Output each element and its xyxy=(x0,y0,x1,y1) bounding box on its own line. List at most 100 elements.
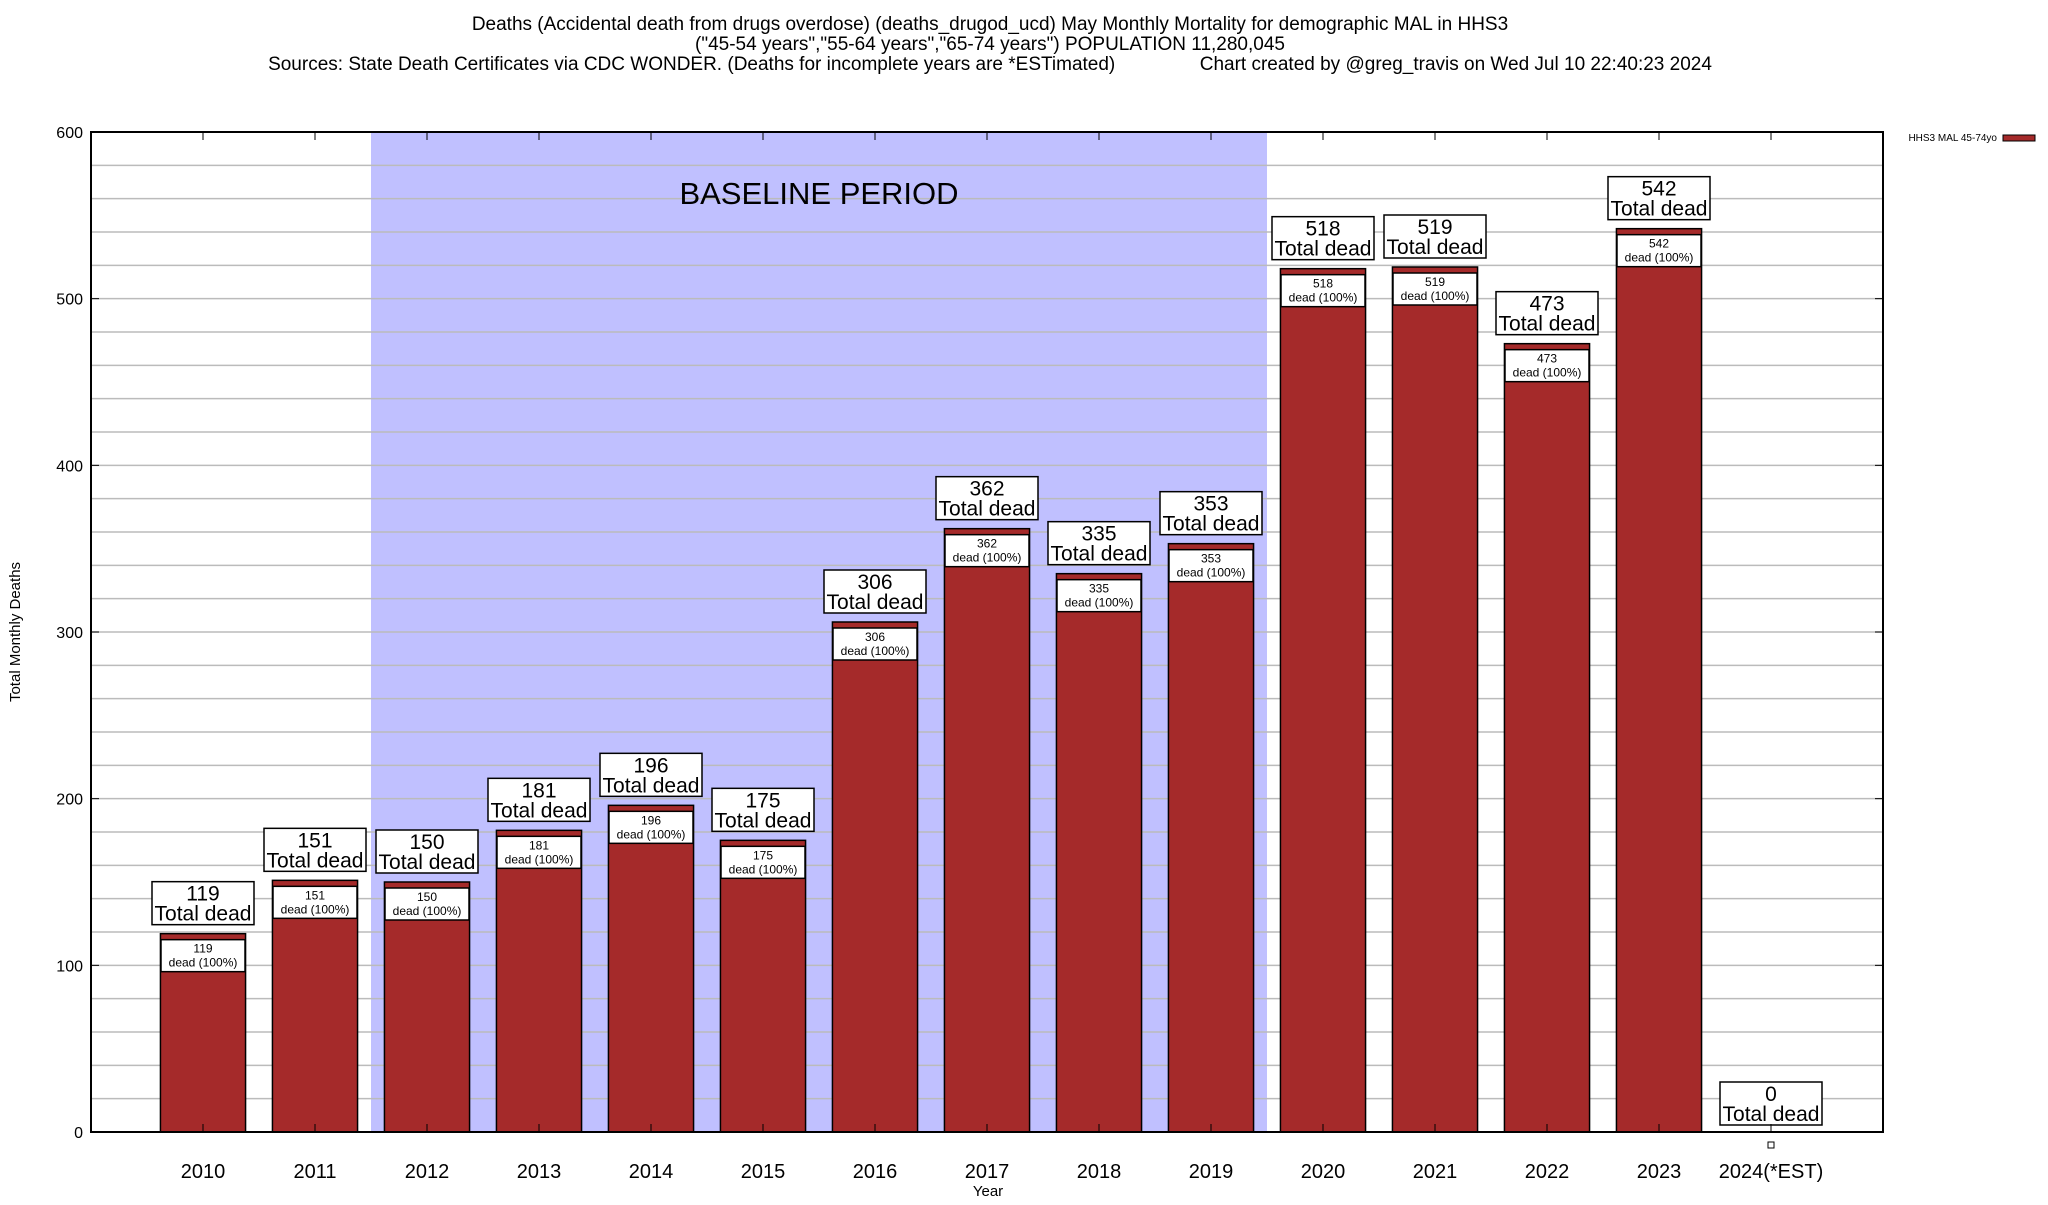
inner-label-text: dead (100%) xyxy=(505,852,574,866)
total-label-text: Total dead xyxy=(1611,198,1708,221)
inner-label-value: 151 xyxy=(305,888,325,902)
bar xyxy=(383,881,471,1133)
total-label-box xyxy=(935,475,1039,521)
total-label-box xyxy=(1047,520,1151,566)
total-label-text: Total dead xyxy=(491,799,588,822)
inner-label-box xyxy=(384,887,470,921)
total-label-text: Total dead xyxy=(1723,1103,1820,1126)
total-label-text: Total dead xyxy=(827,591,924,614)
x-tick-label: 2011 xyxy=(293,1161,336,1183)
inner-label-value: 181 xyxy=(529,838,549,852)
inner-label-box xyxy=(1504,348,1590,383)
total-label-value: 519 xyxy=(1417,216,1452,239)
x-tick-label: 2017 xyxy=(965,1161,1010,1183)
inner-label-value: 473 xyxy=(1537,352,1557,366)
inner-label-box xyxy=(1056,578,1142,613)
bar xyxy=(1167,542,1255,1133)
inner-label-text: dead (100%) xyxy=(617,827,686,841)
inner-label-box xyxy=(1616,233,1702,268)
total-label-box xyxy=(1383,214,1487,259)
x-tick-label: 2020 xyxy=(1301,1161,1346,1183)
total-label-text: Total dead xyxy=(1499,313,1596,336)
bar xyxy=(1615,227,1703,1133)
inner-label-text: dead (100%) xyxy=(953,551,1022,565)
inner-label-box xyxy=(608,810,694,845)
total-label-text: Total dead xyxy=(267,849,364,872)
bar xyxy=(1055,572,1143,1133)
inner-label-value: 335 xyxy=(1089,582,1109,596)
total-label-text: Total dead xyxy=(1051,543,1148,566)
inner-label-value: 119 xyxy=(193,942,212,956)
total-label-text: Total dead xyxy=(1163,513,1260,536)
total-label-text: Total dead xyxy=(715,809,812,832)
inner-label-box xyxy=(272,885,358,920)
chart-title: Deaths (Accidental death from drugs over… xyxy=(268,14,1712,75)
legend: HHS3 MAL 45-74yo xyxy=(1908,133,2036,144)
y-tick-label: 600 xyxy=(56,125,83,142)
total-label-value: 0 xyxy=(1765,1083,1777,1106)
title-line-3: Sources: State Death Certificates via CD… xyxy=(268,54,1712,75)
total-label-box xyxy=(1495,290,1599,336)
x-tick-label: 2014 xyxy=(629,1161,674,1183)
bar xyxy=(495,829,583,1133)
total-label-value: 196 xyxy=(633,754,668,777)
total-label-text: Total dead xyxy=(603,774,700,797)
total-label-text: Total dead xyxy=(939,498,1036,521)
total-label-text: Total dead xyxy=(1387,236,1484,259)
inner-label-box xyxy=(160,938,246,973)
total-label-value: 335 xyxy=(1081,523,1116,546)
x-tick-label: 2019 xyxy=(1189,1161,1234,1183)
inner-label-text: dead (100%) xyxy=(281,902,350,916)
total-label-box xyxy=(823,569,927,614)
total-label-value: 175 xyxy=(745,789,780,812)
bar xyxy=(1279,267,1367,1133)
total-label-value: 151 xyxy=(297,829,332,852)
inner-label-value: 306 xyxy=(865,630,885,644)
title-line-1: Deaths (Accidental death from drugs over… xyxy=(472,14,1508,35)
inner-label-text: dead (100%) xyxy=(1065,596,1134,610)
x-tick-label: 2023 xyxy=(1637,1161,1682,1183)
inner-label-text: dead (100%) xyxy=(1177,566,1246,580)
inner-label-box xyxy=(496,835,582,870)
total-label-box xyxy=(599,752,703,798)
inner-label-value: 196 xyxy=(641,813,661,827)
total-label-box xyxy=(263,827,367,873)
bar xyxy=(1503,342,1591,1133)
total-label-box xyxy=(151,880,255,926)
bar xyxy=(831,621,919,1133)
total-label-value: 119 xyxy=(186,883,219,906)
total-label-box xyxy=(711,787,815,833)
total-label-box xyxy=(375,829,479,874)
inner-label-value: 519 xyxy=(1425,275,1445,289)
total-label-value: 306 xyxy=(857,571,892,594)
inner-label-box xyxy=(1168,548,1254,583)
x-tick-label: 2013 xyxy=(517,1161,562,1183)
inner-label-text: dead (100%) xyxy=(169,956,238,970)
inner-label-text: dead (100%) xyxy=(1401,289,1470,303)
